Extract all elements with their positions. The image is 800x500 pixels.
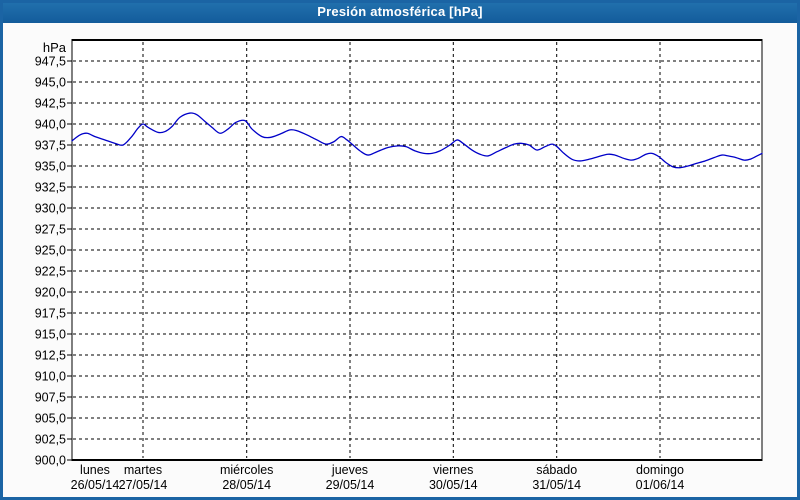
- x-tick-date-label: 01/06/14: [636, 478, 685, 492]
- y-tick-label: 925,0: [35, 244, 66, 258]
- x-tick-date-label: 26/05/14: [71, 478, 120, 492]
- x-tick-day-label: jueves: [331, 463, 368, 477]
- y-axis-unit-label: hPa: [43, 40, 67, 55]
- y-gridlines: [73, 60, 761, 440]
- y-tick-label: 927,5: [35, 223, 66, 237]
- y-tick-label: 937,5: [35, 139, 66, 153]
- y-tick-label: 915,0: [35, 328, 66, 342]
- y-tick-label: 932,5: [35, 181, 66, 195]
- y-tick-label: 910,0: [35, 370, 66, 384]
- y-tick-label: 922,5: [35, 265, 66, 279]
- y-tick-label: 920,0: [35, 286, 66, 300]
- x-tick-day-label: lunes: [80, 463, 110, 477]
- pressure-line: [71, 112, 763, 169]
- y-tick-label: 947,5: [35, 55, 66, 69]
- x-tick-date-label: 27/05/14: [119, 478, 168, 492]
- y-tick-label: 917,5: [35, 307, 66, 321]
- y-tick-label: 935,0: [35, 160, 66, 174]
- y-tick-label: 945,0: [35, 76, 66, 90]
- x-tick-day-label: sábado: [536, 463, 577, 477]
- x-tick-date-label: 31/05/14: [532, 478, 581, 492]
- x-tick-date-label: 28/05/14: [222, 478, 271, 492]
- y-tick-label: 930,0: [35, 202, 66, 216]
- y-tick-label: 905,0: [35, 412, 66, 426]
- x-tick-date-label: 29/05/14: [326, 478, 375, 492]
- x-tick-day-label: martes: [124, 463, 162, 477]
- y-tick-label: 900,0: [35, 454, 66, 468]
- titlebar: Presión atmosférica [hPa]: [0, 0, 800, 23]
- y-axis-labels: 947,5 945,0 942,5 940,0 937,5 935,0 932,5 930,0…: [35, 55, 66, 468]
- y-tick-label: 902,5: [35, 433, 66, 447]
- x-tick-day-label: miércoles: [220, 463, 274, 477]
- chart-title: Presión atmosférica [hPa]: [317, 4, 483, 19]
- y-ticks: [67, 60, 72, 461]
- x-tick-day-label: viernes: [433, 463, 473, 477]
- y-tick-label: 940,0: [35, 118, 66, 132]
- x-tick-day-label: domingo: [636, 463, 684, 477]
- y-tick-label: 907,5: [35, 391, 66, 405]
- y-tick-label: 912,5: [35, 349, 66, 363]
- y-tick-label: 942,5: [35, 97, 66, 111]
- x-tick-date-label: 30/05/14: [429, 478, 478, 492]
